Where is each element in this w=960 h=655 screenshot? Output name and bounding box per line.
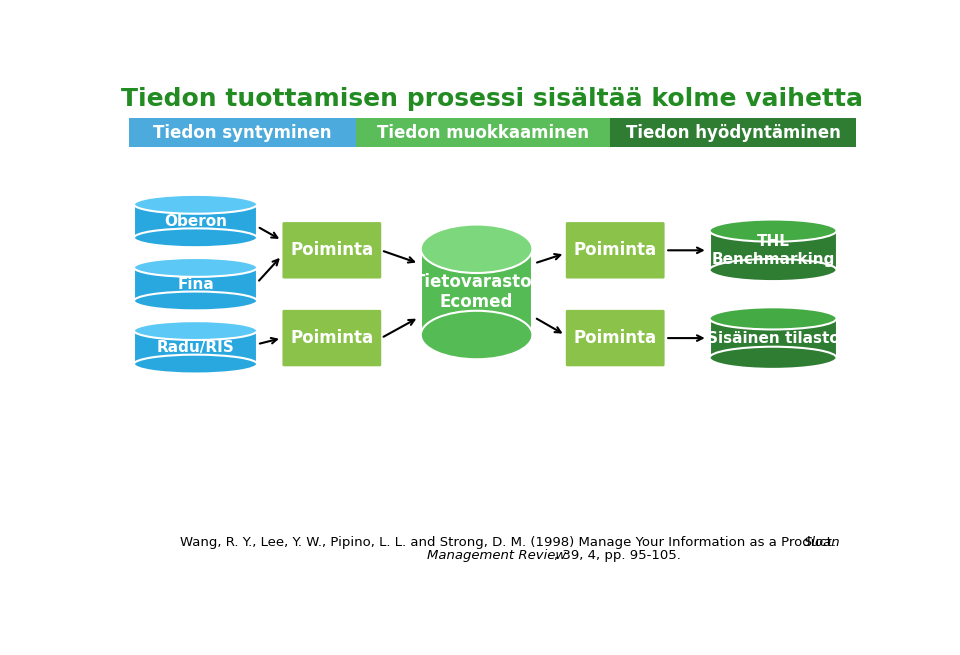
Ellipse shape	[134, 354, 257, 373]
Ellipse shape	[420, 310, 533, 359]
Text: Fina: Fina	[178, 276, 214, 291]
Ellipse shape	[134, 258, 257, 277]
Text: Tiedon muokkaaminen: Tiedon muokkaaminen	[376, 124, 588, 141]
Ellipse shape	[709, 259, 836, 281]
Ellipse shape	[420, 225, 533, 273]
Bar	[356, 118, 610, 147]
Ellipse shape	[134, 195, 257, 214]
FancyBboxPatch shape	[281, 309, 382, 367]
Text: , 39, 4, pp. 95-105.: , 39, 4, pp. 95-105.	[554, 550, 681, 563]
Bar	[709, 318, 836, 358]
Bar	[134, 331, 257, 364]
Ellipse shape	[709, 346, 836, 369]
Bar	[610, 118, 856, 147]
Text: Management Review: Management Review	[426, 550, 565, 563]
Text: Poiminta: Poiminta	[290, 329, 373, 347]
Bar	[420, 249, 533, 335]
Bar	[134, 267, 257, 301]
Text: Radu/RIS: Radu/RIS	[156, 340, 234, 355]
Text: Sisäinen tilasto: Sisäinen tilasto	[707, 331, 839, 346]
Text: Oberon: Oberon	[164, 214, 228, 229]
Ellipse shape	[134, 321, 257, 340]
Ellipse shape	[134, 291, 257, 310]
Bar	[709, 231, 836, 270]
Bar	[134, 204, 257, 238]
Text: THL
Benchmarking: THL Benchmarking	[711, 234, 835, 267]
FancyBboxPatch shape	[564, 309, 665, 367]
Text: Wang, R. Y., Lee, Y. W., Pipino, L. L. and Strong, D. M. (1998) Manage Your Info: Wang, R. Y., Lee, Y. W., Pipino, L. L. a…	[180, 536, 840, 550]
Text: Tietovarasto/
Ecomed: Tietovarasto/ Ecomed	[414, 272, 539, 311]
Text: Poiminta: Poiminta	[574, 241, 657, 259]
Text: Tiedon syntyminen: Tiedon syntyminen	[153, 124, 331, 141]
FancyBboxPatch shape	[281, 221, 382, 280]
Ellipse shape	[709, 307, 836, 329]
Text: Poiminta: Poiminta	[290, 241, 373, 259]
Ellipse shape	[709, 219, 836, 242]
Text: Sloan: Sloan	[804, 536, 840, 550]
FancyBboxPatch shape	[564, 221, 665, 280]
Text: Tiedon tuottamisen prosessi sisältää kolme vaihetta: Tiedon tuottamisen prosessi sisältää kol…	[121, 87, 863, 111]
Ellipse shape	[134, 229, 257, 247]
Bar	[129, 118, 356, 147]
Text: Poiminta: Poiminta	[574, 329, 657, 347]
Text: Tiedon hyödyntäminen: Tiedon hyödyntäminen	[626, 124, 840, 141]
